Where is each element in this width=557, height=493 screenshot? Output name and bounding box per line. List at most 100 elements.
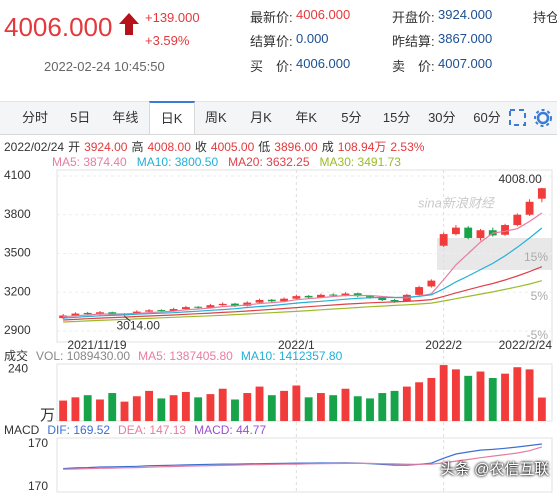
field-value: 4006.000 bbox=[296, 7, 351, 22]
volume-bar bbox=[83, 395, 92, 421]
field-label: 持仓 bbox=[533, 10, 557, 25]
volume-bar bbox=[525, 369, 534, 421]
candle-body bbox=[427, 280, 436, 287]
candle-body bbox=[513, 214, 522, 226]
y-tick-label: 3200 bbox=[4, 284, 31, 298]
field-value: 3924.000 bbox=[438, 7, 493, 22]
legend-text: 成交 bbox=[4, 348, 28, 363]
tab[interactable]: 60分 bbox=[473, 110, 501, 125]
candle-body bbox=[231, 303, 239, 306]
legend-text: 低 bbox=[258, 140, 270, 154]
tab[interactable]: 5分 bbox=[341, 110, 362, 125]
y-tick-label: 170 bbox=[28, 436, 48, 450]
field-value: 4006.000 bbox=[296, 56, 351, 71]
field-value: 0.000 bbox=[296, 31, 329, 46]
volume-bar bbox=[452, 369, 460, 421]
y-tick-label: 3800 bbox=[4, 207, 31, 221]
tab[interactable]: 年K bbox=[295, 110, 318, 125]
legend-text: MA20: 3632.25 bbox=[228, 155, 310, 169]
candle-body bbox=[316, 294, 325, 298]
volume-bar bbox=[132, 396, 141, 421]
volume-bar bbox=[537, 397, 546, 421]
tab[interactable]: 分时 bbox=[21, 110, 48, 125]
candle-body bbox=[341, 293, 350, 296]
tab[interactable]: 5日 bbox=[70, 110, 91, 125]
legend-text: 成 bbox=[322, 140, 334, 154]
y-tick-label: 240 bbox=[8, 362, 28, 376]
footer-watermark: 头条 @农信互联 bbox=[440, 461, 550, 478]
volume-bar bbox=[513, 367, 522, 421]
legend-text: 4005.00 bbox=[211, 140, 255, 154]
up-arrow bbox=[119, 13, 139, 35]
ma-line bbox=[63, 280, 543, 323]
tab[interactable]: 30分 bbox=[428, 110, 456, 125]
candle-body bbox=[366, 296, 374, 298]
candle-body bbox=[525, 201, 534, 215]
candle-body bbox=[194, 306, 203, 308]
volume-bar bbox=[120, 401, 129, 421]
volume-bar bbox=[206, 394, 215, 421]
legend-text: DEA: 147.13 bbox=[118, 423, 186, 437]
candle-body bbox=[501, 225, 509, 235]
legend-text: 高 bbox=[131, 139, 143, 154]
tab[interactable]: 周K bbox=[204, 110, 227, 125]
candle-body bbox=[378, 297, 387, 301]
volume-bar bbox=[231, 399, 239, 421]
legend-text: 3924.00 bbox=[84, 140, 128, 154]
tab[interactable]: 年线 bbox=[112, 110, 139, 125]
y-tick-label: 4100 bbox=[4, 168, 31, 182]
candle-body bbox=[71, 313, 80, 316]
x-tick-label: 2022/2 bbox=[425, 338, 462, 352]
volume-bar bbox=[218, 388, 227, 421]
tab[interactable]: 日K bbox=[148, 101, 195, 134]
tool-icons[interactable] bbox=[508, 108, 552, 128]
min-label: 3014.00 bbox=[117, 318, 161, 332]
candle-body bbox=[145, 310, 153, 312]
ma-line bbox=[63, 227, 543, 319]
candle-body bbox=[353, 293, 362, 297]
volume-bar bbox=[157, 398, 166, 421]
field-label: 最新价: bbox=[250, 10, 293, 25]
volume-bar bbox=[476, 371, 485, 421]
candle-body bbox=[83, 312, 92, 315]
watermark: sina新浪财经 bbox=[418, 195, 496, 210]
legend-text: 2022/02/24 bbox=[4, 140, 64, 154]
tab[interactable]: 15分 bbox=[382, 110, 411, 125]
candle-body bbox=[267, 299, 276, 302]
volume-bar bbox=[169, 395, 178, 421]
volume-bar bbox=[194, 397, 203, 421]
panel-frame bbox=[56, 437, 553, 493]
volume-bar bbox=[304, 397, 313, 421]
min-pointer bbox=[124, 315, 131, 322]
volume-bar bbox=[59, 400, 68, 421]
volume-bar bbox=[181, 391, 190, 421]
candle-body bbox=[218, 303, 227, 306]
field-label: 开盘价: bbox=[392, 10, 435, 25]
volume-bar bbox=[145, 390, 153, 421]
x-tick-label: 2022/1 bbox=[278, 338, 315, 352]
candle-body bbox=[439, 234, 448, 246]
legend-text: 收 bbox=[195, 140, 207, 154]
candle-body bbox=[243, 302, 252, 306]
volume-bar bbox=[243, 393, 252, 421]
legend-text: MA10: 1412357.80 bbox=[241, 349, 343, 363]
x-tick-label: 2021/11/19 bbox=[67, 338, 126, 352]
y-tick-label: 170 bbox=[28, 479, 48, 493]
legend-text: 开 bbox=[68, 140, 80, 154]
panel-frame bbox=[56, 363, 553, 422]
tab[interactable]: 月K bbox=[250, 110, 272, 125]
field-label: 结算价: bbox=[250, 34, 293, 49]
legend-text: 108.94万 bbox=[338, 140, 387, 154]
field-value: 4007.000 bbox=[438, 56, 493, 71]
field-label: 卖 价: bbox=[392, 59, 435, 74]
candle-body bbox=[304, 295, 313, 298]
candle-body bbox=[181, 307, 190, 310]
y-tick-label: 万 bbox=[40, 407, 55, 424]
volume-bar bbox=[329, 395, 338, 421]
volume-bar bbox=[71, 397, 80, 421]
legend-text: MA5: 3874.40 bbox=[52, 155, 127, 169]
volume-bar bbox=[255, 386, 264, 421]
legend-text: 4008.00 bbox=[147, 140, 191, 154]
candle-body bbox=[476, 230, 485, 238]
